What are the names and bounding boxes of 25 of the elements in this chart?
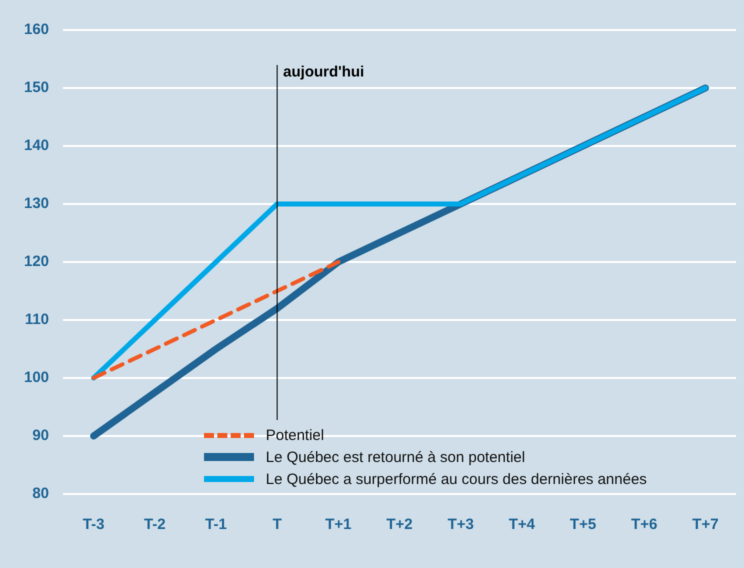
y-tick-label: 140 <box>24 137 50 154</box>
ref-line-label: aujourd'hui <box>283 64 364 81</box>
x-tick-label: T+4 <box>508 516 536 534</box>
y-tick-label: 100 <box>24 369 50 386</box>
legend-label: Potentiel <box>266 426 324 444</box>
x-tick-label: T+7 <box>692 516 719 534</box>
y-tick-label: 150 <box>24 79 50 96</box>
line-series <box>92 260 340 380</box>
y-tick-label: 130 <box>24 195 50 212</box>
x-tick-label: T-1 <box>205 516 227 534</box>
y-tick-label: 80 <box>32 485 50 502</box>
legend-label: Le Québec a surperformé au cours des dernières années <box>266 470 647 488</box>
x-tick-label: T <box>272 516 282 534</box>
x-tick-label: T+6 <box>631 516 658 534</box>
y-tick-label: 110 <box>24 311 50 328</box>
x-tick-label: T+3 <box>448 516 474 534</box>
x-tick-label: T+2 <box>386 516 413 534</box>
legend-label: Le Québec est retourné à son potentiel <box>266 448 526 466</box>
y-tick-label: 120 <box>24 253 50 270</box>
x-tick-label: T-3 <box>82 516 104 534</box>
x-tick-label: T+5 <box>570 516 596 534</box>
y-tick-label: 160 <box>24 21 50 38</box>
x-tick-label: T-2 <box>144 516 166 534</box>
x-tick-label: T+1 <box>325 516 352 534</box>
y-tick-label: 90 <box>32 427 50 444</box>
